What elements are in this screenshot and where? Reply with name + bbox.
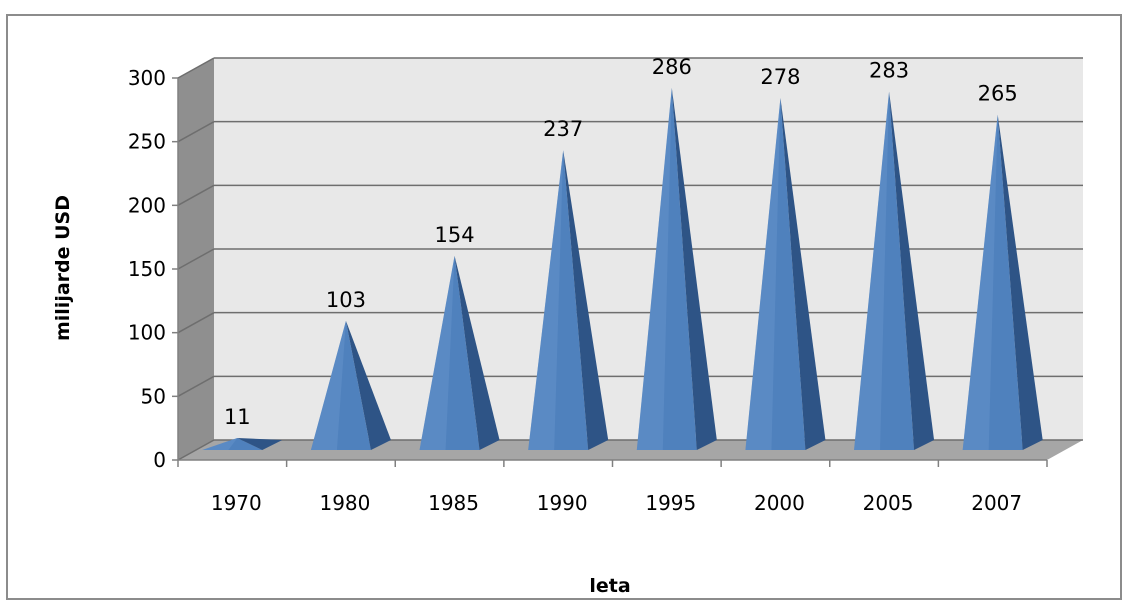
data-label: 237 <box>543 117 583 141</box>
data-label: 265 <box>978 82 1018 106</box>
data-label: 286 <box>652 55 692 79</box>
bar-highlight <box>528 150 564 450</box>
bar-front-face <box>962 114 1023 451</box>
bar-side-face <box>563 150 609 450</box>
bar-front-face <box>854 91 915 450</box>
x-tick-label: 2005 <box>863 491 914 515</box>
bar-side-face <box>454 255 500 450</box>
gridline-side <box>177 57 215 79</box>
x-tick-label: 1995 <box>645 491 696 515</box>
gridline-side <box>177 312 215 334</box>
bar-front-face <box>202 437 263 450</box>
x-axis-title: leta <box>589 575 630 597</box>
data-label: 154 <box>435 223 475 247</box>
bar-highlight <box>854 91 890 450</box>
x-tick-label: 1970 <box>211 491 262 515</box>
data-label: 103 <box>326 288 366 312</box>
chart-walls <box>178 58 1083 460</box>
y-tick-label: 300 <box>128 66 166 90</box>
pyramid-bar <box>854 91 935 450</box>
bar-front-face <box>745 98 806 450</box>
gridline-side <box>177 121 215 143</box>
y-tick-label: 0 <box>153 448 166 472</box>
bar-highlight <box>310 320 346 450</box>
bar-side-face <box>889 91 935 450</box>
y-axis: 0 50 100 150 200 250 300 <box>128 66 179 472</box>
pyramid-bar <box>636 87 717 451</box>
pyramid-bar <box>202 437 283 450</box>
bar-side-face <box>780 98 826 450</box>
bar-side-face <box>671 87 717 451</box>
bar-highlight <box>962 114 998 451</box>
pyramid-bar <box>419 255 500 450</box>
data-labels: 11 103 154 237 286 278 283 265 <box>224 55 1018 429</box>
bar-front-face <box>419 255 480 450</box>
x-tick-label: 1985 <box>428 491 479 515</box>
pyramid-bar <box>310 320 391 450</box>
gridline-side <box>177 248 215 270</box>
y-tick-label: 50 <box>141 384 166 408</box>
data-label: 11 <box>224 405 251 429</box>
pyramid-bar <box>962 114 1043 451</box>
bar-highlight <box>419 255 455 450</box>
pyramid-bar <box>528 150 609 450</box>
x-tick-label: 1990 <box>537 491 588 515</box>
data-label: 283 <box>869 59 909 83</box>
x-tick-label: 2007 <box>971 491 1022 515</box>
bars <box>202 87 1043 451</box>
y-axis-title: milijarde USD <box>52 195 74 341</box>
bar-side-face <box>345 320 391 450</box>
gridline-side <box>177 375 215 397</box>
y-tick-label: 100 <box>128 321 166 345</box>
bar-highlight <box>202 437 238 450</box>
y-tick-label: 200 <box>128 193 166 217</box>
bar-front-face <box>528 150 589 450</box>
y-tick-label: 250 <box>128 130 166 154</box>
x-tick-label: 1980 <box>319 491 370 515</box>
bar-side-face <box>237 437 283 450</box>
x-tick-label: 2000 <box>754 491 805 515</box>
gridline-side <box>177 184 215 206</box>
bar-front-face <box>310 320 371 450</box>
gridlines <box>177 57 1083 461</box>
bar-front-face <box>636 87 697 451</box>
x-axis: 1970 1980 1985 1990 1995 2000 2005 2007 <box>177 459 1048 515</box>
y-tick-label: 150 <box>128 257 166 281</box>
data-label: 278 <box>760 65 800 89</box>
gridline-side <box>177 439 215 461</box>
bar-highlight <box>745 98 781 450</box>
bar-highlight <box>636 87 672 451</box>
bar-side-face <box>997 114 1043 451</box>
pyramid-bar <box>745 98 826 450</box>
